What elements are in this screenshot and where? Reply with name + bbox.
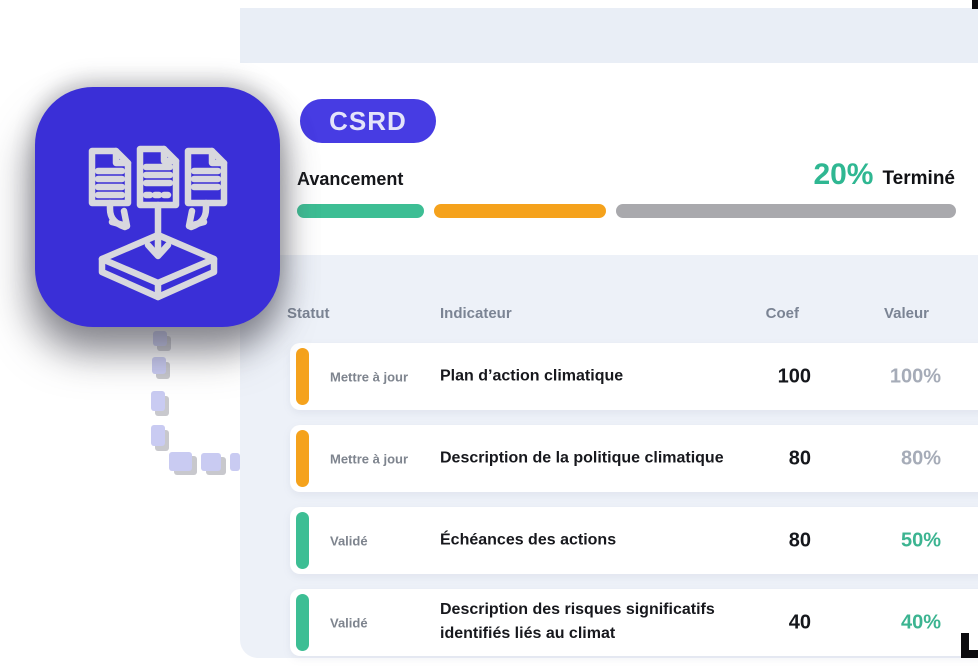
status-bar-icon	[296, 512, 309, 569]
progress-percent: 20%	[813, 158, 874, 191]
table-row[interactable]: Mettre à jour Description de la politiqu…	[290, 425, 978, 492]
status-label: Validé	[330, 533, 368, 548]
connector-dash	[169, 452, 192, 471]
progress-segment-pending	[434, 204, 606, 218]
connector-dash	[201, 453, 221, 471]
documents-into-dataset-icon	[88, 145, 227, 301]
corner-bracket-icon	[961, 650, 978, 658]
column-header-value: Valeur	[883, 305, 929, 322]
status-label: Mettre à jour	[330, 369, 409, 384]
value-percent: 80%	[900, 447, 941, 469]
connector-dash	[151, 391, 165, 411]
progress-segment-remaining	[616, 204, 956, 218]
connector-dash	[230, 453, 240, 471]
progress-segment-done	[297, 204, 424, 218]
coef-value: 40	[788, 611, 811, 633]
column-header-status: Statut	[287, 305, 330, 322]
value-percent: 100%	[889, 365, 941, 387]
connector-dash	[152, 357, 166, 374]
status-label: Mettre à jour	[330, 451, 409, 466]
data-collection-tile[interactable]	[35, 87, 280, 327]
csrd-badge[interactable]: CSRD	[300, 99, 436, 143]
progress-bar	[297, 204, 956, 218]
header-strip	[240, 8, 978, 63]
corner-bracket-icon	[961, 633, 969, 654]
indicator-name: Plan d’action climatique	[440, 367, 624, 385]
header-panel: CSRD Avancement 20% Terminé	[240, 63, 978, 255]
value-percent: 50%	[900, 529, 941, 551]
connector-dash	[151, 425, 165, 446]
indicator-name: Description des risques significatifs id…	[440, 600, 715, 643]
indicators-panel: Statut Indicateur Coef Valeur Mettre à j…	[240, 255, 978, 658]
coef-value: 80	[788, 447, 811, 469]
status-bar-icon	[296, 594, 309, 651]
column-header-indicator: Indicateur	[440, 305, 512, 322]
table-row[interactable]: Mettre à jour Plan d’action climatique 1…	[290, 343, 978, 410]
coef-value: 80	[788, 529, 811, 551]
coef-value: 100	[777, 365, 811, 387]
indicator-name: Échéances des actions	[440, 531, 617, 549]
progress-label: Avancement	[297, 169, 404, 189]
value-percent: 40%	[900, 611, 941, 633]
progress-status-word: Terminé	[882, 168, 955, 189]
column-header-coef: Coef	[765, 305, 799, 322]
table-row[interactable]: Validé Description des risques significa…	[290, 589, 978, 656]
corner-mark-icon	[972, 0, 978, 9]
indicator-name: Description de la politique climatique	[440, 449, 724, 467]
status-label: Validé	[330, 615, 368, 630]
progress-caption: 20% Terminé	[813, 158, 955, 192]
status-bar-icon	[296, 348, 309, 405]
connector-dash	[153, 331, 167, 346]
table-row[interactable]: Validé Échéances des actions 80 50%	[290, 507, 978, 574]
status-bar-icon	[296, 430, 309, 487]
